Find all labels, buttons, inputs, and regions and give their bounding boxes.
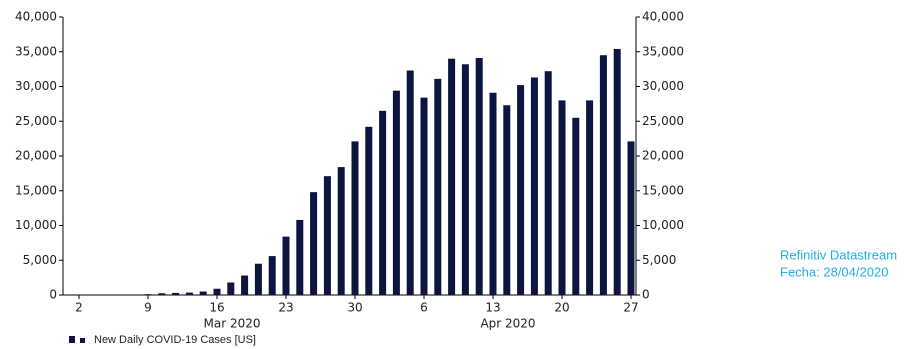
bar [517,85,525,295]
bar [627,141,635,295]
y-tick-label: 5,000 [23,253,57,267]
bar [296,219,304,295]
bar [323,176,331,295]
bar [586,100,594,296]
y2-tick-label: 10,000 [642,218,684,232]
bar [613,48,621,295]
bar [448,58,456,296]
bar [379,110,387,295]
x-tick-label: 6 [420,301,428,315]
x-tick-label: 2 [75,301,83,315]
y-tick-label: 40,000 [15,10,57,24]
bar [227,282,235,295]
x-tick-label: 16 [209,301,224,315]
y-tick-label: 0 [49,288,57,302]
bar [503,105,511,295]
bar [572,117,580,296]
bar [337,167,345,295]
x-tick-label: 9 [144,301,152,315]
bar [254,263,262,295]
bar [406,70,414,295]
legend-swatch [80,338,85,343]
x-tick-label: 27 [623,301,638,315]
y-tick-label: 30,000 [15,79,57,93]
bar [199,291,207,295]
bar [310,192,318,295]
y-tick-label: 25,000 [15,114,57,128]
y2-tick-label: 0 [642,288,650,302]
y2-tick-label: 5,000 [642,253,676,267]
bar [434,78,442,295]
bar [544,71,552,296]
y-tick-label: 15,000 [15,183,57,197]
x-tick-label: 30 [347,301,362,315]
legend-swatch [69,336,75,343]
bar [530,77,538,295]
y2-tick-label: 15,000 [642,183,684,197]
bar [351,141,359,295]
bar [282,236,290,295]
bar [172,292,180,295]
y-tick-label: 20,000 [15,149,57,163]
bar [475,58,483,295]
bar [158,293,166,295]
x-group-label: Apr 2020 [480,317,535,331]
source-label: Refinitiv Datastream [780,247,897,262]
x-tick-label: 23 [278,301,293,315]
bar [392,90,400,295]
bar [558,100,566,296]
bar [241,275,249,295]
y2-tick-label: 40,000 [642,10,684,24]
x-tick-label: 13 [485,301,500,315]
y2-tick-label: 35,000 [642,44,684,58]
bar [213,288,221,295]
bar [599,55,607,295]
bar [268,256,276,295]
y2-tick-label: 30,000 [642,79,684,93]
bar [489,92,497,295]
y2-tick-label: 25,000 [642,114,684,128]
bar [420,97,428,296]
x-group-label: Mar 2020 [204,317,261,331]
bar [365,126,373,295]
y-tick-label: 10,000 [15,218,57,232]
bar [185,292,193,295]
legend-label: New Daily COVID-19 Cases [US] [94,334,256,346]
bar [144,294,152,295]
source-date: Fecha: 28/04/2020 [780,264,888,279]
y-tick-label: 35,000 [15,44,57,58]
x-tick-label: 20 [554,301,569,315]
bar [461,64,469,295]
y2-tick-label: 20,000 [642,149,684,163]
